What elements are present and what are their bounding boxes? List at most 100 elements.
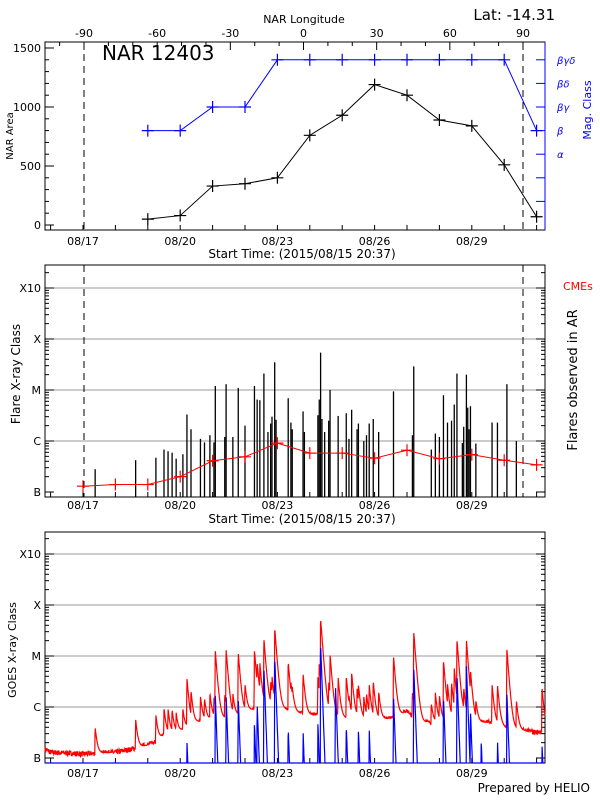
cmes-legend-label: CMEs [563, 280, 593, 293]
mag-class-marker [206, 101, 219, 113]
cme-marker [498, 454, 511, 467]
flare-class-axis-title: Flare X-ray Class [9, 324, 23, 424]
area-marker [465, 119, 478, 132]
start-time-label-1: Start Time: (2015/08/15 20:37) [208, 247, 395, 261]
footer-credit: Prepared by HELIO [478, 781, 590, 795]
area-marker [368, 78, 381, 91]
cme-marker [109, 478, 122, 491]
longitude-tick-label: 90 [516, 27, 530, 40]
y-tick-label: B [33, 486, 41, 499]
x-tick-label: 08/17 [67, 235, 99, 248]
mag-class-marker [530, 124, 543, 137]
mag-class-marker [336, 53, 349, 66]
mag-class-label: βγ [556, 103, 570, 114]
longitude-tick-label: -30 [221, 27, 239, 40]
area-marker [498, 158, 511, 171]
mag-class-marker [401, 53, 413, 66]
area-marker [141, 213, 154, 226]
area-marker [336, 109, 349, 122]
mag-class-label: βγδ [556, 56, 575, 67]
longitude-tick-label: 0 [300, 27, 307, 40]
x-tick-label: 08/26 [359, 499, 391, 512]
cme-marker [271, 437, 284, 450]
longitude-tick-label: -90 [75, 27, 93, 40]
flares-ar-axis-title: Flares observed in AR [566, 309, 581, 450]
x-tick-label: 08/26 [359, 235, 391, 248]
cme-marker [368, 452, 381, 465]
x-tick-label: 08/26 [359, 767, 391, 780]
chart-title: NAR 12403 [102, 41, 215, 65]
y-tick-label: B [33, 752, 41, 765]
cme-marker [530, 458, 543, 471]
goes-axis-title: GOES X-ray Class [6, 602, 19, 698]
lat-label: Lat: -14.31 [473, 6, 555, 24]
area-marker [401, 89, 413, 102]
cme-marker [239, 450, 251, 463]
mag-class-marker [433, 53, 446, 66]
cme-marker [433, 452, 446, 465]
cme-marker [401, 444, 413, 457]
area-line [147, 84, 538, 220]
x-tick-label: 08/29 [456, 499, 488, 512]
goes-long-channel-curve [44, 620, 546, 759]
y-tick-label: X [33, 333, 41, 346]
mag-class-marker [498, 53, 511, 66]
x-tick-label: 08/17 [67, 499, 99, 512]
longitude-axis-title: NAR Longitude [263, 13, 345, 26]
x-tick-label: 08/23 [262, 235, 294, 248]
y-tick-label: 1500 [13, 42, 41, 55]
longitude-tick-label: -60 [148, 27, 166, 40]
x-tick-label: 08/20 [164, 767, 196, 780]
mag-class-label: β [556, 127, 564, 138]
y-tick-label: M [32, 650, 42, 663]
y-tick-label: 0 [34, 219, 41, 232]
mag-class-marker [368, 53, 381, 66]
mag-class-marker [271, 53, 284, 66]
x-tick-label: 08/23 [262, 499, 294, 512]
x-tick-label: 08/20 [164, 499, 196, 512]
mag-class-axis-title: Mag. Class [581, 80, 594, 139]
mag-class-marker [303, 53, 316, 66]
cme-marker [141, 478, 154, 491]
y-tick-label: X10 [19, 282, 41, 295]
longitude-tick-label: 60 [443, 27, 457, 40]
mag-class-marker [174, 124, 187, 137]
y-tick-label: X10 [19, 548, 41, 561]
x-tick-label: 08/29 [456, 235, 488, 248]
y-tick-label: M [32, 384, 42, 397]
mag-class-marker [141, 124, 154, 137]
x-tick-label: 08/29 [456, 767, 488, 780]
mag-class-marker [465, 53, 478, 66]
mag-class-label: α [557, 150, 564, 161]
area-axis-title: NAR Area [5, 112, 16, 159]
area-marker [530, 210, 543, 223]
y-tick-label: 500 [20, 160, 41, 173]
x-tick-label: 08/20 [164, 235, 196, 248]
goes-short-channel-curve [45, 648, 545, 764]
area-marker [271, 171, 284, 184]
cme-marker [174, 470, 187, 483]
y-tick-label: 1000 [13, 101, 41, 114]
area-marker [433, 113, 446, 126]
area-marker [239, 177, 251, 190]
x-tick-label: 08/17 [67, 767, 99, 780]
longitude-tick-label: 30 [370, 27, 384, 40]
area-marker [206, 180, 219, 193]
mag-class-label: βδ [556, 79, 570, 90]
panel-2-frame [44, 264, 546, 498]
x-tick-label: 08/23 [262, 767, 294, 780]
y-tick-label: C [33, 435, 41, 448]
cme-marker [206, 454, 219, 467]
cme-marker [303, 447, 316, 460]
area-marker [303, 129, 316, 142]
y-tick-label: X [33, 599, 41, 612]
cme-marker [465, 448, 478, 461]
area-marker [174, 209, 187, 222]
y-tick-label: C [33, 701, 41, 714]
mag-class-marker [239, 101, 251, 113]
panel-1-frame [44, 41, 546, 231]
cme-marker [336, 447, 349, 460]
cme-marker [77, 480, 89, 493]
start-time-label-2: Start Time: (2015/08/15 20:37) [208, 512, 395, 526]
